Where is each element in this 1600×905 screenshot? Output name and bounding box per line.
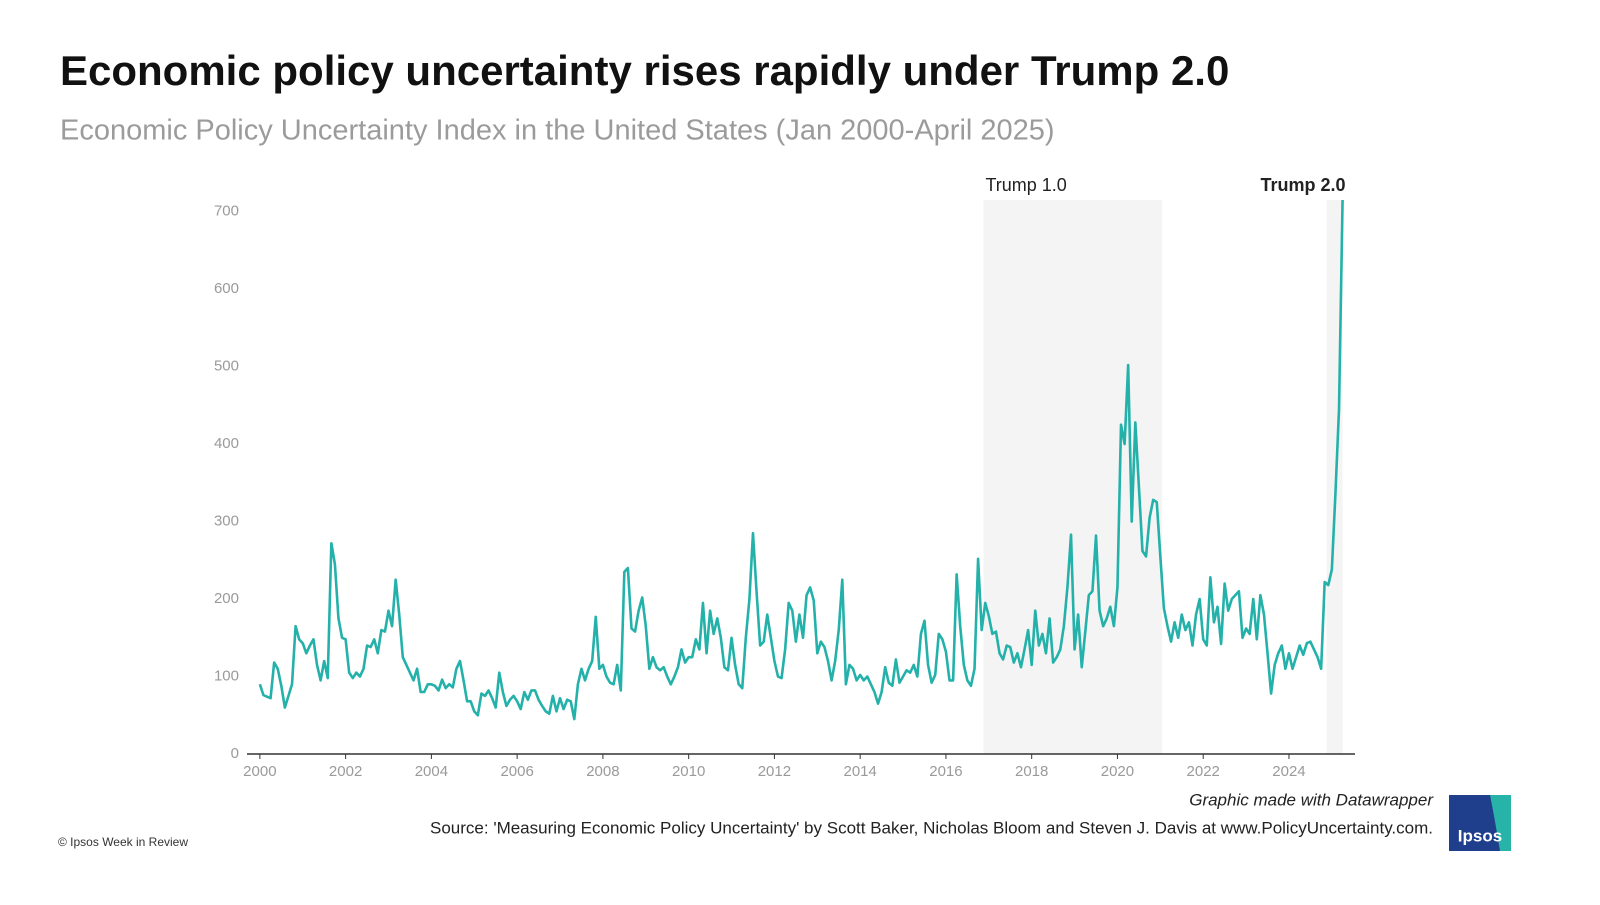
x-tick-label: 2022 <box>1187 763 1220 780</box>
y-tick-label: 200 <box>214 590 239 607</box>
y-tick-label: 100 <box>214 667 239 684</box>
chart-title: Economic policy uncertainty rises rapidl… <box>60 47 1229 94</box>
chart-subtitle: Economic Policy Uncertainty Index in the… <box>60 115 1055 147</box>
x-tick-label: 2006 <box>500 763 533 780</box>
period-shade <box>983 200 1163 754</box>
plot-area: Trump 1.0 Trump 2.0 0 100 200 300 400 500 600 700… <box>214 175 1355 780</box>
x-tick-label: 2018 <box>1015 763 1048 780</box>
copyright: © Ipsos Week in Review <box>58 835 188 849</box>
y-tick-label: 500 <box>214 358 239 375</box>
logo-text: Ipsos <box>1458 826 1502 845</box>
credit: Graphic made with Datawrapper <box>1189 790 1434 809</box>
x-tick-label: 2008 <box>586 763 619 780</box>
x-tick-label: 2012 <box>758 763 791 780</box>
x-tick-label: 2002 <box>329 763 362 780</box>
period-label: Trump 2.0 <box>1261 175 1346 195</box>
data-line <box>258 199 1344 721</box>
y-tick-label: 0 <box>231 745 239 762</box>
x-tick-label: 2024 <box>1272 763 1305 780</box>
x-tick-label: 2016 <box>929 763 962 780</box>
x-tick-label: 2004 <box>415 763 448 780</box>
source: Source: 'Measuring Economic Policy Uncer… <box>430 818 1433 837</box>
period-label: Trump 1.0 <box>985 175 1066 195</box>
y-tick-label: 300 <box>214 513 239 530</box>
x-tick-label: 2000 <box>243 763 276 780</box>
y-tick-label: 700 <box>214 203 239 220</box>
x-tick-label: 2014 <box>843 763 876 780</box>
logo-accent <box>1490 795 1511 851</box>
x-tick-label: 2010 <box>672 763 705 780</box>
x-tick-label: 2020 <box>1101 763 1134 780</box>
y-tick-label: 600 <box>214 280 239 297</box>
y-tick-label: 400 <box>214 435 239 452</box>
period-shade <box>1326 200 1343 754</box>
